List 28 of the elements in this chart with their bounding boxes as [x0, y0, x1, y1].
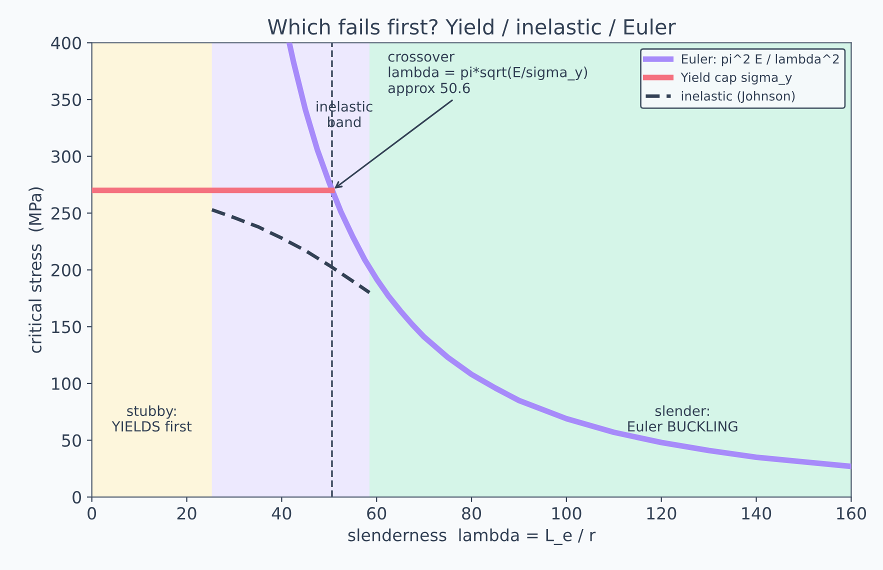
- x-tick-label: 40: [272, 507, 292, 520]
- y-tick-label: 250: [52, 207, 81, 220]
- x-tick-label: 20: [177, 507, 196, 520]
- x-tick-label: 120: [647, 507, 676, 520]
- x-tick-label: 160: [837, 507, 866, 520]
- y-tick-label: 400: [51, 36, 81, 50]
- y-tick-label: 100: [52, 377, 81, 390]
- y-tick-label: 0: [72, 491, 82, 504]
- band-label: slender: Euler BUCKLING: [628, 405, 738, 432]
- ref-line-label: crossover lambda = pi*sqrt(E/sigma_y) approx 50.6: [388, 54, 588, 96]
- y-tick-label: 50: [62, 434, 82, 447]
- chart-title: Which fails first? Yield / inelastic / Euler: [268, 18, 676, 36]
- x-tick-label: 100: [552, 507, 582, 520]
- x-tick-label: 0: [88, 507, 96, 520]
- legend-label: Yield cap sigma_y: [680, 72, 792, 85]
- x-axis-title: slenderness lambda = L_e / r: [348, 528, 596, 546]
- y-tick-label: 200: [52, 264, 81, 276]
- legend-label: Euler: pi^2 E / lambda^2: [682, 54, 839, 66]
- y-tick-label: 300: [52, 150, 81, 163]
- band-label: stubby: YIELDS first: [112, 405, 192, 432]
- y-tick-label: 350: [52, 94, 81, 106]
- y-axis-title: critical stress (MPa): [28, 187, 44, 353]
- band-label: inelastic band: [316, 100, 372, 128]
- x-tick-label: 80: [462, 507, 482, 520]
- legend-label: inelastic (Johnson): [682, 91, 795, 104]
- y-tick-label: 150: [52, 320, 81, 334]
- x-tick-label: 60: [367, 507, 386, 520]
- x-tick-label: 140: [742, 507, 772, 520]
